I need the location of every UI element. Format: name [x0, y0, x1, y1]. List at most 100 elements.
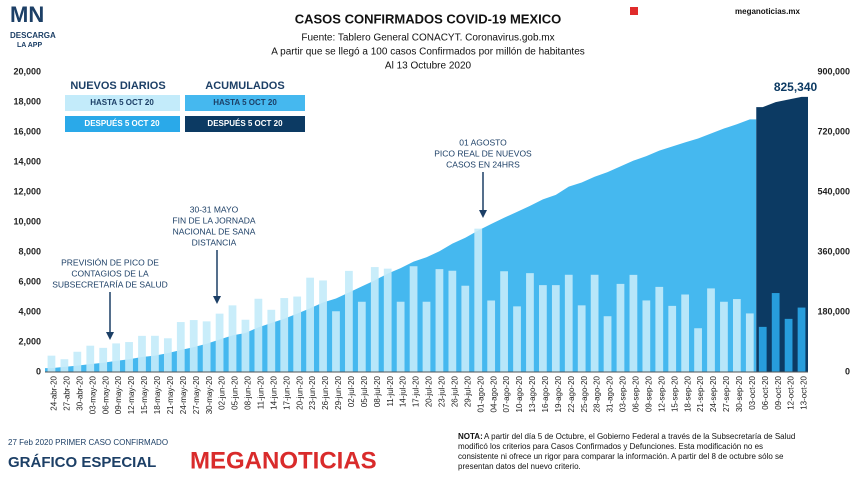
- x-tick-label: 24-sep-20: [709, 375, 718, 412]
- bar: [176, 322, 185, 372]
- bar: [629, 274, 638, 372]
- y-tick-label: 14,000: [13, 156, 41, 166]
- bar: [332, 311, 340, 372]
- annotation: PREVISIÓN DE PICO DE: [61, 257, 159, 267]
- x-tick-label: 23-jul-20: [438, 375, 447, 407]
- bar: [513, 306, 521, 372]
- bar: [345, 270, 353, 372]
- bar: [254, 298, 263, 372]
- x-tick-label: 13-ago-20: [528, 375, 537, 412]
- x-tick-label: 09-may-20: [114, 375, 123, 414]
- subtitle: Fuente: Tablero General CONACYT. Coronav…: [301, 33, 554, 44]
- bar: [409, 266, 418, 372]
- note: presentan datos del nuevo criterio.: [458, 462, 581, 471]
- annotations: 01 AGOSTO PICO REAL DE NUEVOS CASOS EN 2…: [52, 137, 532, 340]
- annotation: 30-31 MAYO: [190, 204, 239, 214]
- x-tick-label: 05-jul-20: [360, 375, 369, 407]
- x-tick-label: 31-ago-20: [606, 375, 615, 412]
- bar: [241, 319, 250, 372]
- note: modificó los criterios para Casos Confir…: [458, 442, 763, 451]
- y-tick-label: 18,000: [13, 96, 41, 106]
- legend-group: ACUMULADOS: [205, 80, 284, 92]
- x-tick-label: 08-jul-20: [373, 375, 382, 407]
- x-tick-label: 24-may-20: [179, 375, 188, 414]
- bar: [370, 267, 379, 372]
- x-tick-label: 09-sep-20: [644, 375, 653, 412]
- note: consistente ni ofrece un rigor para comp…: [458, 452, 784, 461]
- area: [756, 96, 808, 373]
- x-tick-label: 11-jul-20: [386, 375, 395, 406]
- x-tick-label: 09-oct-20: [774, 375, 783, 409]
- bar: [112, 343, 121, 372]
- y-tick-label: 10,000: [13, 216, 41, 226]
- x-tick-label: 22-ago-20: [567, 375, 576, 412]
- x-tick-label: 20-jun-20: [295, 375, 304, 409]
- x-tick-label: 10-ago-20: [515, 375, 524, 412]
- x-tick-label: 14-jun-20: [269, 375, 278, 409]
- x-tick-label: 15-may-20: [140, 375, 149, 414]
- x-tick-label: 25-ago-20: [580, 375, 589, 412]
- bar: [163, 338, 172, 372]
- chart-title: CASOS CONFIRMADOS COVID-19 MEXICO: [295, 11, 562, 26]
- subtitle: Al 13 Octubre 2020: [385, 61, 472, 72]
- annotation: FIN DE LA JORNADA: [172, 215, 255, 225]
- y-tick-label: 8,000: [18, 246, 41, 256]
- x-tick-label: 18-may-20: [153, 375, 162, 414]
- x-tick-label: 01-ago-20: [476, 375, 485, 412]
- arrow-head: [479, 210, 487, 218]
- bar: [306, 277, 314, 372]
- bar: [668, 305, 677, 372]
- bar: [461, 285, 470, 372]
- bar: [681, 294, 690, 372]
- legend-swatch: [185, 95, 305, 111]
- annotation: PICO REAL DE NUEVOS: [434, 148, 532, 158]
- x-tick-label: 19-ago-20: [554, 375, 563, 412]
- bar: [603, 316, 612, 372]
- bar: [500, 271, 508, 372]
- logo[interactable]: MN: [10, 2, 44, 27]
- bar: [745, 313, 754, 372]
- legend-entry: DESPUÉS 5 OCT 20: [84, 119, 160, 128]
- x-tick-label: 24-abr-20: [50, 375, 59, 410]
- bar: [758, 326, 767, 372]
- y2-tick-label: 360,000: [817, 246, 850, 256]
- site[interactable]: meganoticias.mx: [735, 7, 800, 16]
- x-tick-label: 03-may-20: [88, 375, 97, 414]
- bar: [189, 320, 198, 372]
- bar: [435, 269, 444, 372]
- bar: [422, 301, 431, 372]
- bar: [357, 301, 366, 372]
- bar: [720, 301, 728, 372]
- annotation: 01 AGOSTO: [459, 137, 507, 147]
- x-tick-label: 18-sep-20: [683, 375, 692, 412]
- x-tick-label: 11-jun-20: [256, 375, 265, 409]
- first-case: 27 Feb 2020 PRIMER CASO CONFIRMADO: [8, 438, 168, 447]
- bar: [293, 296, 302, 372]
- bar: [215, 313, 224, 372]
- y2-tick-label: 0: [845, 366, 850, 376]
- x-tick-label: 14-jul-20: [399, 375, 408, 407]
- x-tick-label: 13-oct-20: [800, 375, 809, 409]
- legend-entry: HASTA 5 OCT 20: [213, 98, 277, 107]
- bar: [655, 286, 664, 372]
- y2-tick-label: 180,000: [817, 306, 850, 316]
- x-tick-label: 29-jul-20: [463, 375, 472, 407]
- x-tick-label: 05-jun-20: [231, 375, 240, 409]
- bar: [694, 328, 702, 372]
- bar: [86, 345, 95, 372]
- x-tick-label: 27-sep-20: [722, 375, 731, 412]
- x-tick-label: 06-sep-20: [632, 375, 641, 412]
- note: A partir del día 5 de Octubre, el Gobier…: [484, 432, 795, 441]
- x-tick-label: 30-abr-20: [75, 375, 84, 410]
- x-tick-label: 26-jul-20: [450, 375, 459, 407]
- x-tick-label: 12-may-20: [127, 375, 136, 414]
- plot: 0 2,000 4,000 6,000 8,000 10,000 12,000 14,000 1…: [13, 66, 850, 414]
- logo-sub: DESCARGA: [10, 31, 56, 40]
- x-tick-label: 27-abr-20: [63, 375, 72, 410]
- bar: [539, 285, 547, 372]
- footer-brand[interactable]: MEGANOTICIAS: [190, 447, 377, 474]
- y-tick-label: 16,000: [13, 126, 41, 136]
- bar: [151, 335, 159, 372]
- bar: [616, 283, 625, 372]
- y-tick-label: 6,000: [18, 276, 41, 286]
